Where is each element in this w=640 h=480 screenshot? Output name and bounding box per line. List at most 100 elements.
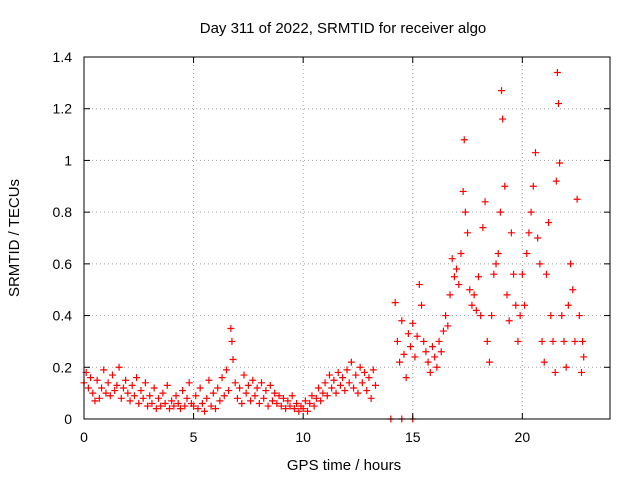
data-point [286, 402, 294, 410]
data-point [525, 229, 533, 237]
data-point [503, 291, 511, 299]
data-point [279, 394, 287, 402]
data-point [569, 286, 577, 294]
data-point [488, 312, 496, 320]
y-tick-label: 1 [64, 152, 72, 168]
data-point [356, 363, 364, 371]
data-point [135, 399, 143, 407]
data-point [479, 224, 487, 232]
data-point [343, 366, 351, 374]
data-point [185, 379, 193, 387]
plot-frame [83, 56, 611, 420]
data-point [433, 363, 441, 371]
data-point [201, 407, 209, 415]
data-point [325, 371, 333, 379]
x-tick-label: 0 [80, 429, 88, 445]
data-point [233, 394, 241, 402]
data-point [448, 255, 456, 263]
data-point [216, 397, 224, 405]
data-point [369, 366, 377, 374]
data-point [268, 397, 276, 405]
data-point [361, 368, 369, 376]
data-point [483, 337, 491, 345]
data-point [205, 376, 213, 384]
data-point [122, 376, 130, 384]
data-point [332, 389, 340, 397]
data-point [409, 319, 417, 327]
data-point [212, 405, 219, 413]
data-point [148, 399, 156, 407]
data-point [119, 384, 127, 392]
data-point [507, 229, 515, 237]
data-point [461, 208, 469, 216]
data-point [411, 353, 419, 361]
data-point [98, 384, 106, 392]
data-point [91, 397, 99, 405]
data-point [130, 392, 138, 400]
data-point [549, 337, 557, 345]
data-point [264, 402, 272, 410]
data-point [282, 405, 290, 413]
data-point [330, 376, 338, 384]
data-point [271, 389, 279, 397]
data-point [124, 389, 132, 397]
data-point [523, 250, 531, 258]
data-point [146, 392, 154, 400]
data-point [310, 402, 318, 410]
data-point [174, 399, 182, 407]
data-point [350, 384, 358, 392]
data-point [315, 384, 323, 392]
data-point [339, 374, 347, 382]
data-point [128, 381, 136, 389]
data-point [176, 405, 184, 413]
data-point [113, 381, 121, 389]
data-point [323, 392, 331, 400]
data-point [435, 337, 443, 345]
data-point [558, 312, 566, 320]
data-point [290, 405, 298, 413]
data-point [422, 348, 430, 356]
grid-lines [84, 57, 610, 419]
data-point [150, 384, 158, 392]
data-point [540, 358, 548, 366]
data-point [214, 384, 222, 392]
data-point [244, 381, 252, 389]
data-point [564, 301, 572, 309]
data-point [444, 322, 452, 330]
data-point [529, 182, 537, 190]
y-tick-label: 0 [64, 411, 72, 427]
data-point [157, 402, 165, 410]
data-point [192, 392, 200, 400]
data-point [580, 353, 588, 361]
data-point [413, 332, 421, 340]
data-point [260, 394, 268, 402]
data-point [571, 337, 579, 345]
data-point [266, 381, 274, 389]
data-point [579, 337, 587, 345]
data-point [308, 392, 316, 400]
y-tick-label: 0.2 [53, 359, 73, 375]
data-point [163, 381, 171, 389]
data-point [251, 392, 259, 400]
data-point [552, 177, 560, 185]
data-point [424, 358, 432, 366]
data-point [321, 379, 329, 387]
data-point [363, 387, 371, 395]
data-point [418, 301, 426, 309]
data-point [415, 281, 423, 289]
data-point [228, 337, 236, 345]
data-point [420, 337, 428, 345]
data-point [190, 402, 198, 410]
data-point [106, 392, 114, 400]
data-point [578, 368, 586, 376]
data-point [492, 260, 500, 268]
data-point [470, 291, 478, 299]
data-point [159, 389, 167, 397]
data-point [306, 399, 314, 407]
data-point [464, 229, 472, 237]
data-point [139, 394, 147, 402]
data-point [527, 208, 535, 216]
data-point [477, 312, 485, 320]
x-tick-label: 15 [405, 429, 421, 445]
data-point [222, 366, 230, 374]
